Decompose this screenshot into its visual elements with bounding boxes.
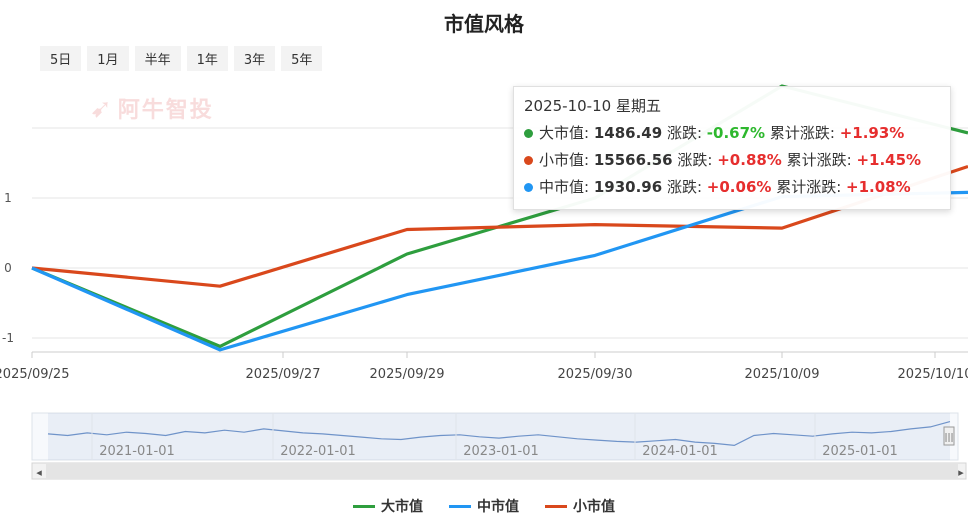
- tooltip-value: 1930.96: [593, 178, 663, 196]
- navigator-selection[interactable]: [48, 413, 950, 460]
- navigator-label: 2025-01-01: [822, 444, 898, 459]
- chart-title: 市值风格: [444, 12, 524, 36]
- range-selector: 5日 1月 半年 1年 3年 5年: [40, 46, 323, 71]
- navigator-handle-grip-icon: |||: [944, 433, 953, 443]
- tooltip-series-name: 小市值:: [539, 151, 590, 169]
- range-3y-button[interactable]: 3年: [233, 46, 276, 71]
- range-6m-button[interactable]: 半年: [134, 46, 181, 71]
- navigator-label: 2024-01-01: [642, 444, 718, 459]
- navigator-line: [47, 421, 951, 447]
- tooltip-change: +0.06%: [706, 178, 772, 196]
- range-5d-button[interactable]: 5日: [40, 46, 82, 71]
- tooltip-row-mid-cap: 中市值: 1930.96 涨跌: +0.06% 累计涨跌: +1.08%: [524, 174, 940, 201]
- tooltip-cum: +1.08%: [846, 178, 911, 196]
- tooltip-change: -0.67%: [706, 124, 766, 142]
- tooltip-change: +0.88%: [717, 151, 782, 169]
- tooltip-cum: +1.45%: [856, 151, 922, 169]
- tooltip-series-name: 大市值:: [539, 124, 590, 142]
- tooltip-value: 1486.49: [593, 124, 663, 142]
- tooltip-change-label: 涨跌:: [666, 124, 703, 142]
- tooltip-cum-label: 累计涨跌:: [786, 151, 852, 169]
- legend-swatch: [353, 504, 375, 508]
- x-tick-label: 2025/09/30: [558, 367, 633, 382]
- legend-swatch: [545, 504, 567, 508]
- navigator-label: 2021-01-01: [99, 444, 175, 459]
- legend-item-large-cap[interactable]: 大市值: [353, 496, 423, 516]
- y-tick-label: -1: [2, 331, 14, 345]
- chart-legend: 大市值 中市值 小市值: [0, 496, 968, 516]
- watermark-text: 阿牛智投: [117, 98, 214, 123]
- tooltip-cum-label: 累计涨跌:: [769, 124, 835, 142]
- series-dot-icon: [524, 129, 533, 138]
- x-tick-label: 2025/09/25: [0, 367, 69, 382]
- navigator-label: 2022-01-01: [280, 444, 356, 459]
- bull-logo-icon: ➹: [90, 94, 114, 124]
- navigator-background: [31, 412, 959, 461]
- legend-label: 小市值: [573, 499, 615, 515]
- legend-item-small-cap[interactable]: 小市值: [545, 496, 615, 516]
- watermark-logo: ➹ 阿牛智投: [90, 92, 214, 124]
- y-tick-label: 1: [4, 191, 12, 205]
- line-chart[interactable]: -1 0 1 2025/09/25 2025/09/27 2025/09/29 2025/0…: [0, 0, 968, 490]
- chart-tooltip: 2025-10-10 星期五 大市值: 1486.49 涨跌: -0.67% 累…: [513, 86, 951, 210]
- tooltip-cum-label: 累计涨跌:: [776, 178, 842, 196]
- legend-label: 中市值: [477, 499, 519, 515]
- tooltip-series-name: 中市值:: [539, 178, 590, 196]
- y-tick-label: 0: [4, 261, 12, 275]
- series-dot-icon: [524, 183, 533, 192]
- scrollbar-thumb[interactable]: [46, 464, 958, 478]
- x-tick-label: 2025/09/29: [370, 367, 445, 382]
- legend-label: 大市值: [381, 499, 423, 515]
- x-tick-label: 2025/09/27: [246, 367, 321, 382]
- tooltip-date: 2025-10-10 星期五: [524, 97, 661, 115]
- tooltip-row-large-cap: 大市值: 1486.49 涨跌: -0.67% 累计涨跌: +1.93%: [524, 120, 940, 147]
- range-5y-button[interactable]: 5年: [281, 46, 323, 71]
- navigator-handle[interactable]: [943, 426, 955, 446]
- series-line-2[interactable]: [31, 164, 968, 288]
- scroll-left-icon[interactable]: ◂: [36, 466, 42, 479]
- x-tick-label: 2025/10/10: [898, 367, 968, 382]
- tooltip-row-small-cap: 小市值: 15566.56 涨跌: +0.88% 累计涨跌: +1.45%: [524, 147, 940, 174]
- tooltip-change-label: 涨跌:: [677, 151, 713, 169]
- legend-swatch: [449, 504, 471, 508]
- tooltip-value: 15566.56: [593, 151, 673, 169]
- range-1m-button[interactable]: 1月: [87, 46, 129, 71]
- range-1y-button[interactable]: 1年: [186, 46, 228, 71]
- navigator-label: 2023-01-01: [463, 444, 539, 459]
- scroll-right-icon[interactable]: ▸: [958, 466, 964, 479]
- tooltip-change-label: 涨跌:: [666, 178, 703, 196]
- series-dot-icon: [524, 156, 533, 165]
- tooltip-cum: +1.93%: [839, 124, 905, 142]
- x-tick-label: 2025/10/09: [745, 367, 820, 382]
- legend-item-mid-cap[interactable]: 中市值: [449, 496, 519, 516]
